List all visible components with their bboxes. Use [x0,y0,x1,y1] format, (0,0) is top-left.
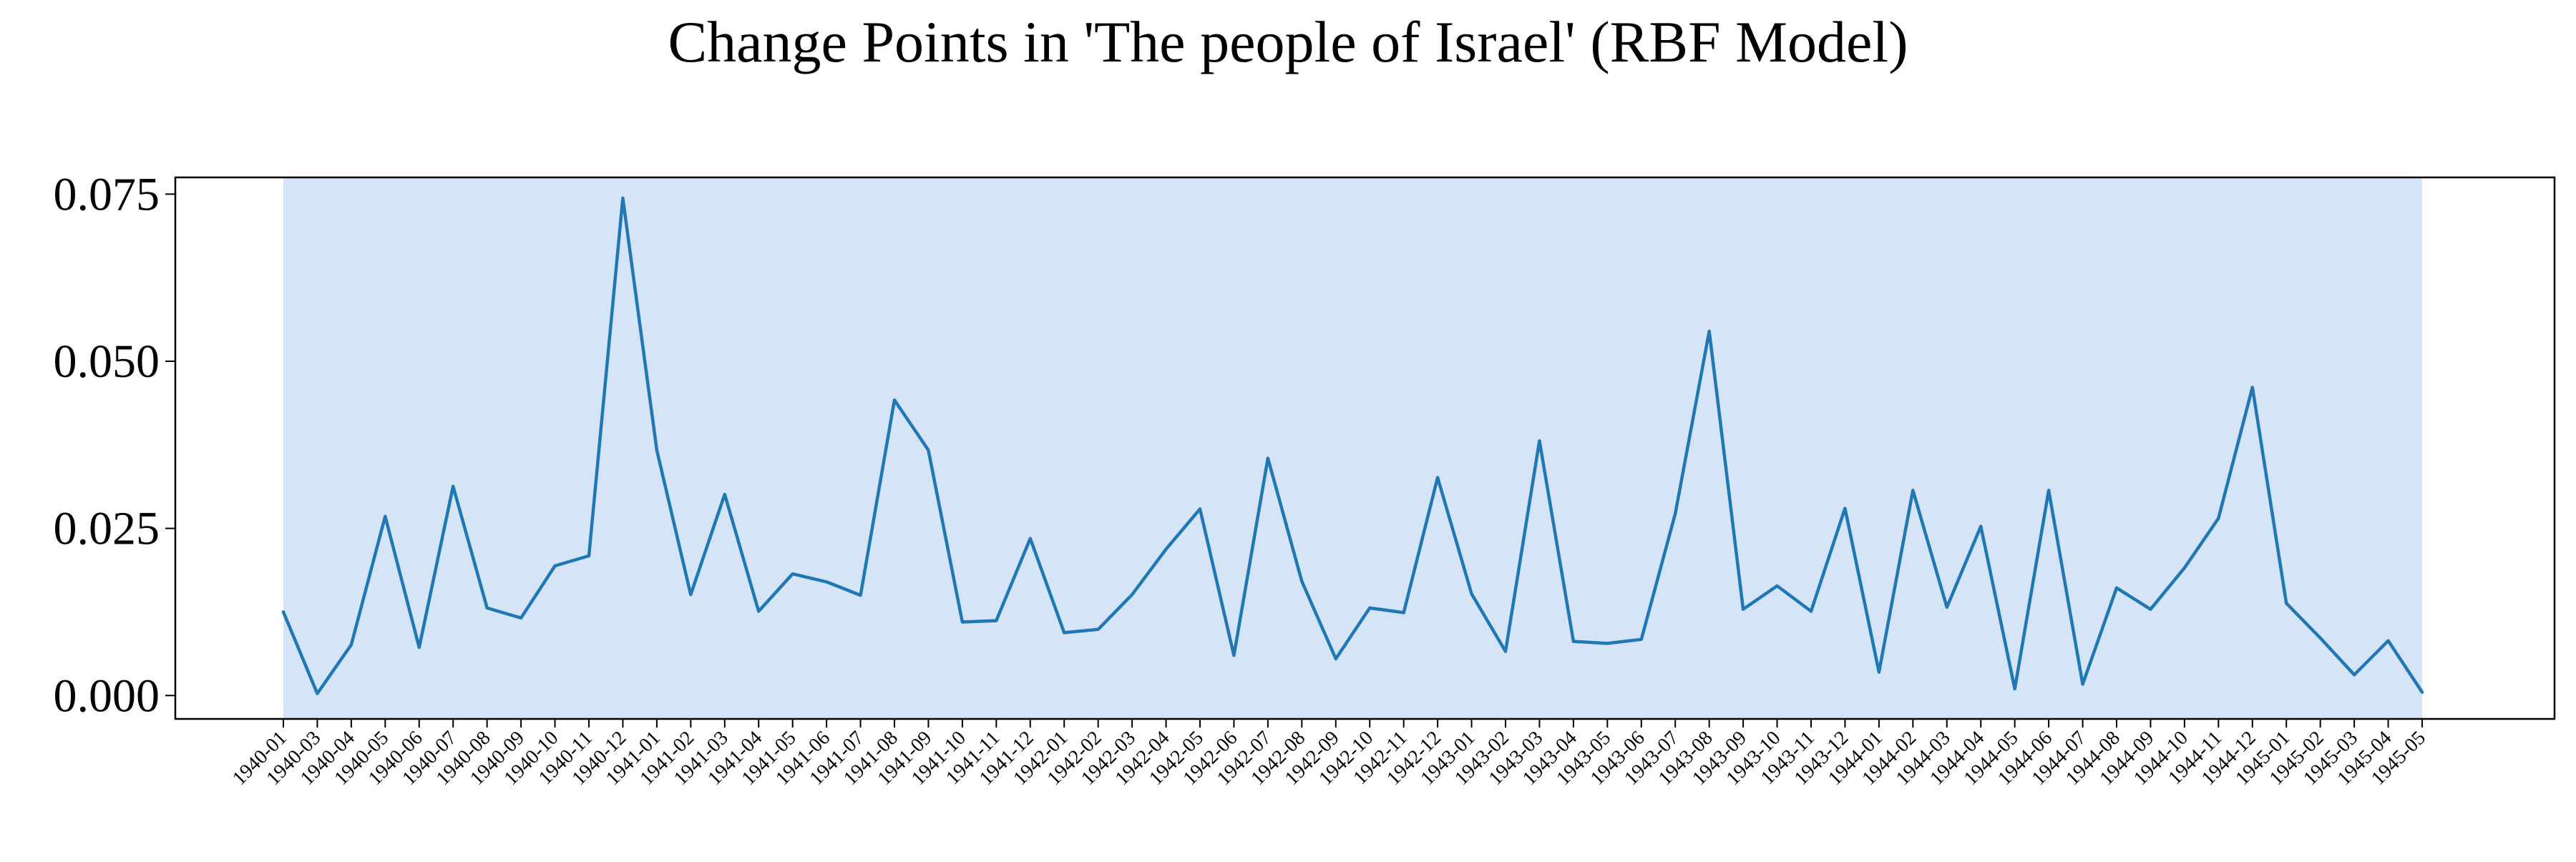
ytick-label: 0.075 [54,168,160,220]
shaded-segment [283,177,2422,719]
chart-title: Change Points in 'The people of Israel' … [668,9,1908,74]
ytick-label: 0.025 [54,503,160,555]
plot-area: 0.0000.0250.0500.0751940-011940-031940-0… [54,168,2555,790]
ytick-label: 0.050 [54,336,160,388]
ytick-label: 0.000 [54,670,160,722]
